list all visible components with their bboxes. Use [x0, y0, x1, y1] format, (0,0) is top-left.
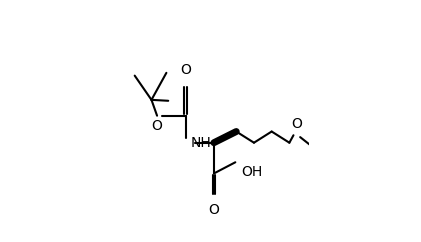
Text: O: O: [181, 63, 192, 77]
Text: OH: OH: [241, 166, 262, 179]
Text: NH: NH: [191, 136, 211, 150]
Text: O: O: [291, 117, 302, 131]
Text: O: O: [208, 203, 219, 217]
Text: O: O: [152, 119, 163, 133]
